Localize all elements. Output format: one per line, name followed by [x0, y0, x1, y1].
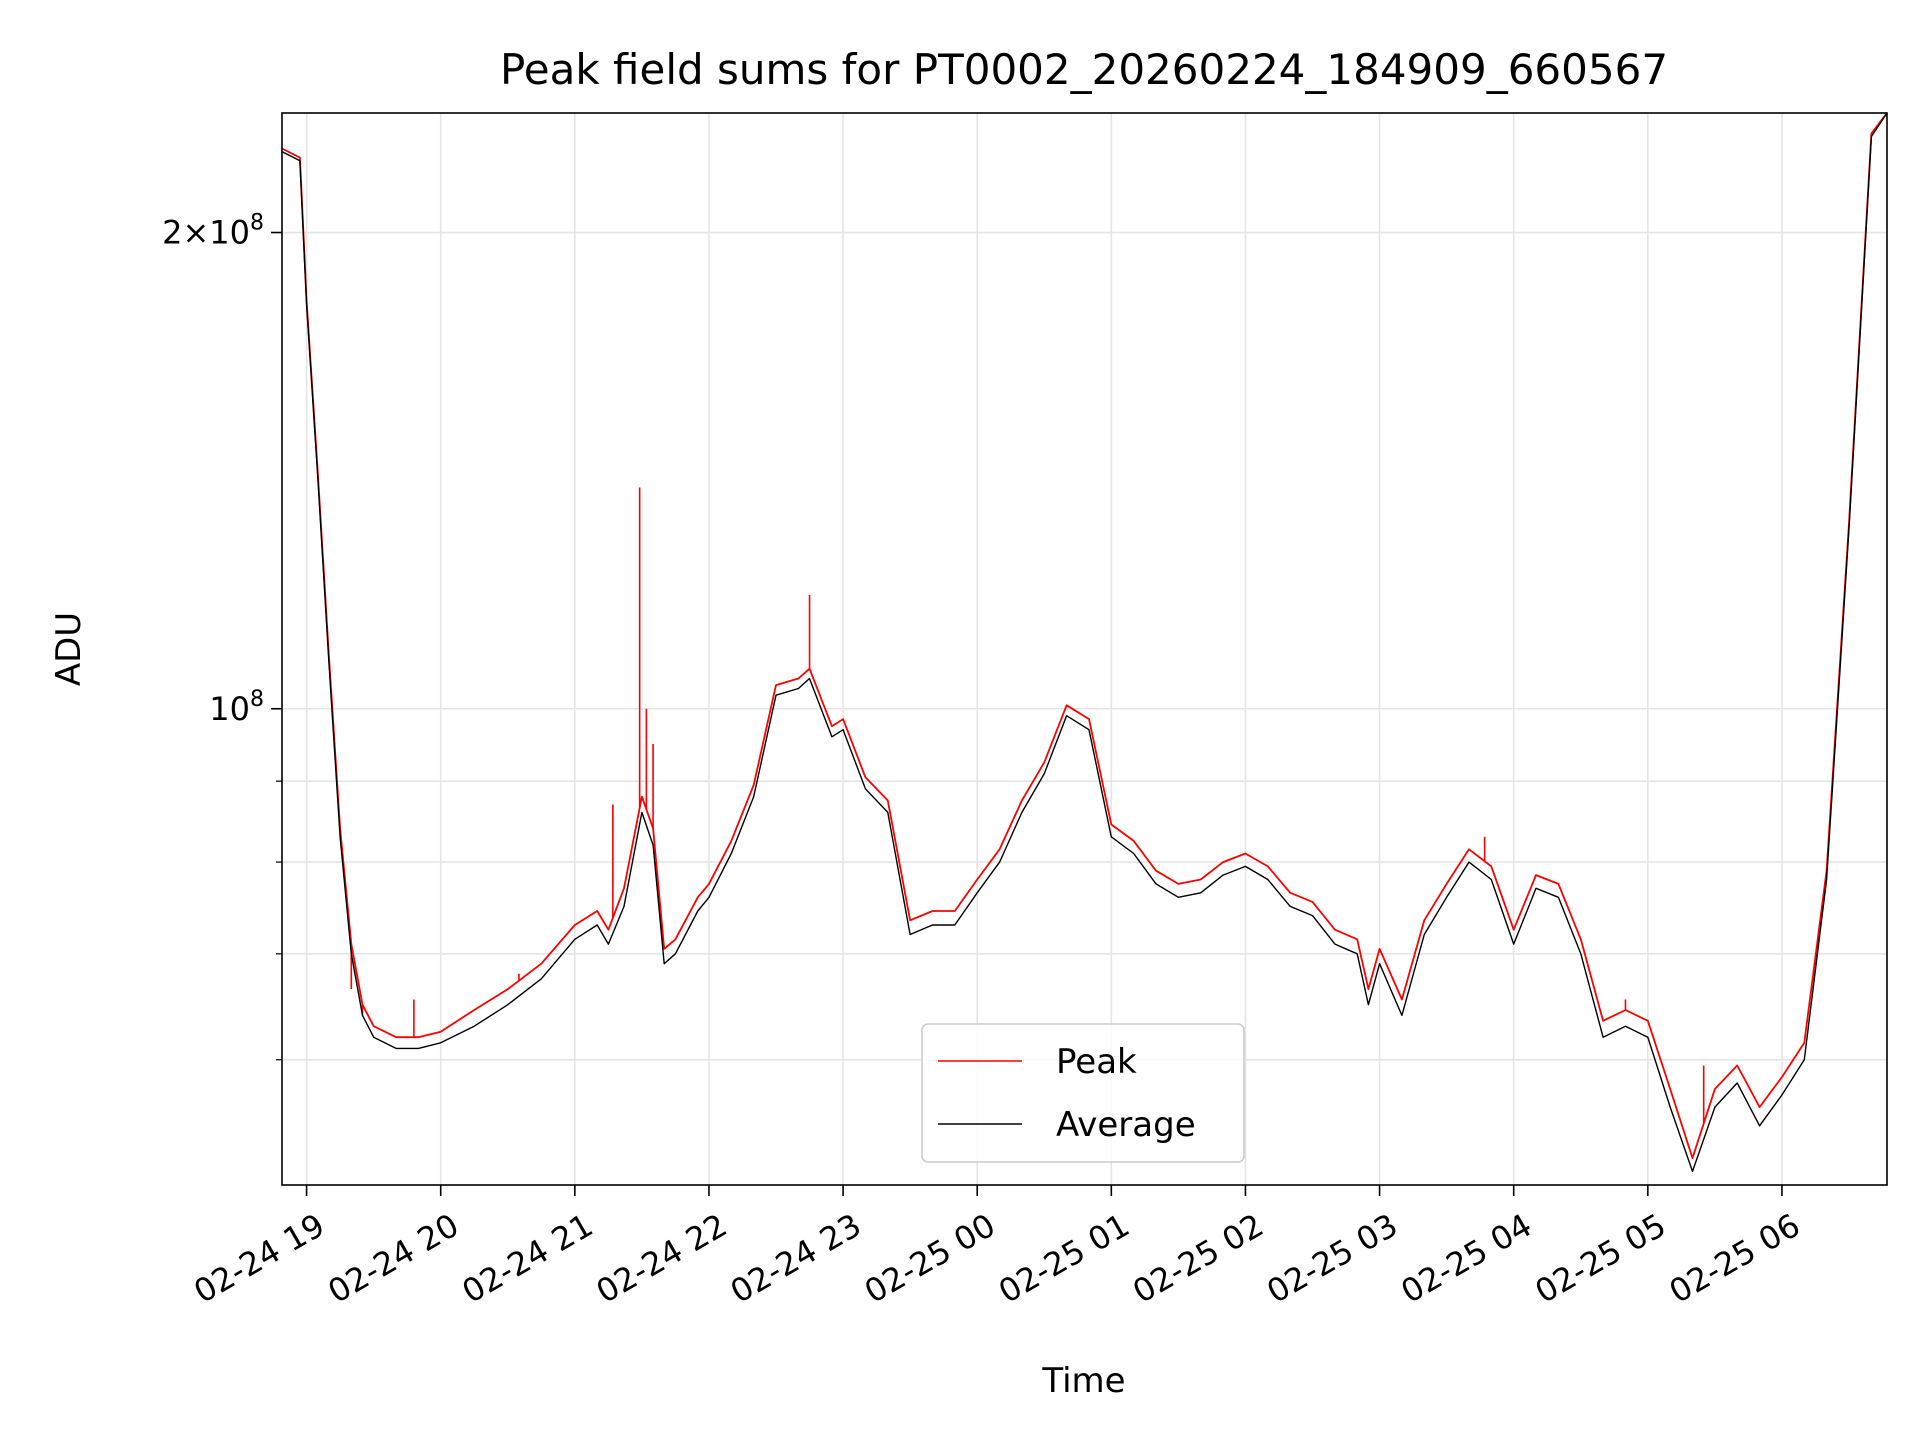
x-axis-label: Time [1041, 1361, 1125, 1401]
series-line-average [281, 112, 1888, 1173]
plot-frame [281, 112, 1888, 1186]
y-tick-label: 108 [209, 687, 264, 728]
series-line-peak [281, 112, 1888, 1159]
series-peak [281, 112, 1888, 1159]
legend-box [921, 1023, 1245, 1163]
y-axis: 108 2×108 [162, 211, 282, 1061]
legend: Peak Average [921, 1023, 1245, 1163]
legend-label-average: Average [1056, 1105, 1196, 1145]
series-average [281, 112, 1888, 1173]
legend-label-peak: Peak [1056, 1042, 1137, 1082]
y-tick-label: 2×108 [162, 211, 264, 252]
series-layer [281, 112, 1888, 1173]
chart-title: Peak field sums for PT0002_20260224_1849… [500, 45, 1668, 94]
y-axis-label: ADU [49, 612, 89, 686]
